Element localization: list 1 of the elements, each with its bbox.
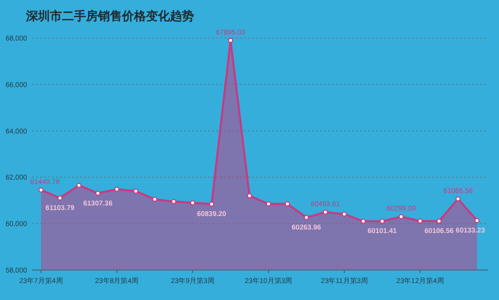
- title: 深圳市二手房销售价格变化趋势: [26, 9, 194, 23]
